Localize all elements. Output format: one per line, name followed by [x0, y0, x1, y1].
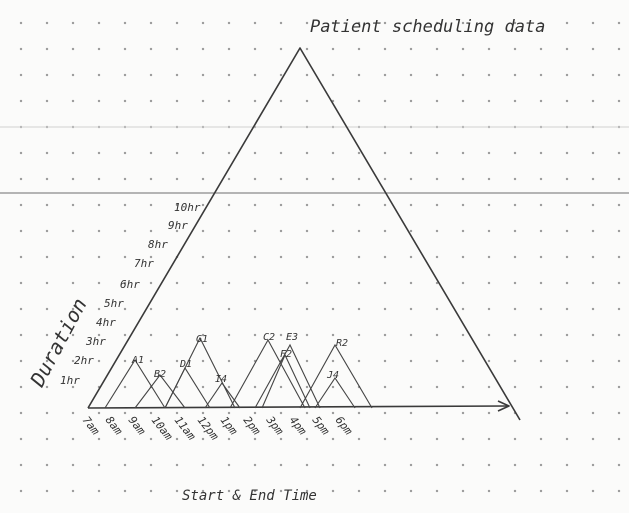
appointment-label: A1: [131, 355, 144, 366]
appointment-label: G1: [196, 334, 208, 345]
appointment-triangle: [254, 343, 321, 409]
time-label: 3pm: [263, 413, 286, 438]
y-axis-label: Duration: [25, 294, 92, 391]
duration-label: 10hr: [174, 201, 201, 214]
time-axis: [87, 405, 509, 409]
appointment-label: I4: [215, 374, 227, 385]
appointment-triangle: [164, 336, 236, 409]
appointment-label: B2: [154, 369, 166, 380]
appointment-triangle: [134, 374, 186, 409]
duration-label: 8hr: [148, 238, 168, 251]
axis-arrow: [497, 400, 510, 412]
time-label: 12pm: [195, 414, 222, 443]
time-label: 6pm: [333, 414, 356, 438]
appointment-label: J4: [326, 370, 339, 381]
appointment-label: C2: [263, 332, 275, 343]
time-label: 10am: [149, 414, 176, 443]
appointment-label: E3: [286, 332, 298, 343]
duration-label: 6hr: [120, 278, 140, 291]
duration-label: 3hr: [85, 335, 106, 348]
appointment-label: R2: [336, 338, 348, 349]
appointment-triangle: [229, 338, 306, 409]
appointment-label: F2: [280, 349, 292, 360]
title: Patient scheduling data: [310, 17, 545, 37]
time-label: 4pm: [287, 414, 310, 438]
duration-label: 9hr: [168, 219, 188, 232]
appointment-triangle: [204, 382, 241, 409]
time-label: 11am: [172, 414, 199, 443]
time-label: 2pm: [241, 414, 264, 438]
duration-label: 4hr: [96, 316, 116, 329]
appointment-triangle: [104, 358, 166, 409]
outer-triangle: [87, 47, 521, 421]
appointment-triangle: [164, 366, 211, 409]
time-label: 8am: [103, 414, 126, 438]
duration-label: 2hr: [74, 354, 94, 367]
duration-label: 1hr: [60, 374, 80, 387]
appointment-triangle: [299, 343, 373, 409]
appointment-triangle: [314, 377, 356, 409]
time-label: 7am: [80, 414, 103, 438]
duration-label: 7hr: [134, 257, 154, 270]
duration-label: 5hr: [104, 297, 124, 310]
x-axis-label: Start & End Time: [182, 488, 317, 504]
appointment-triangle: [261, 353, 311, 409]
time-label: 9am: [126, 414, 149, 438]
time-label: 5pm: [310, 414, 333, 438]
appointment-label: D1: [179, 359, 192, 370]
